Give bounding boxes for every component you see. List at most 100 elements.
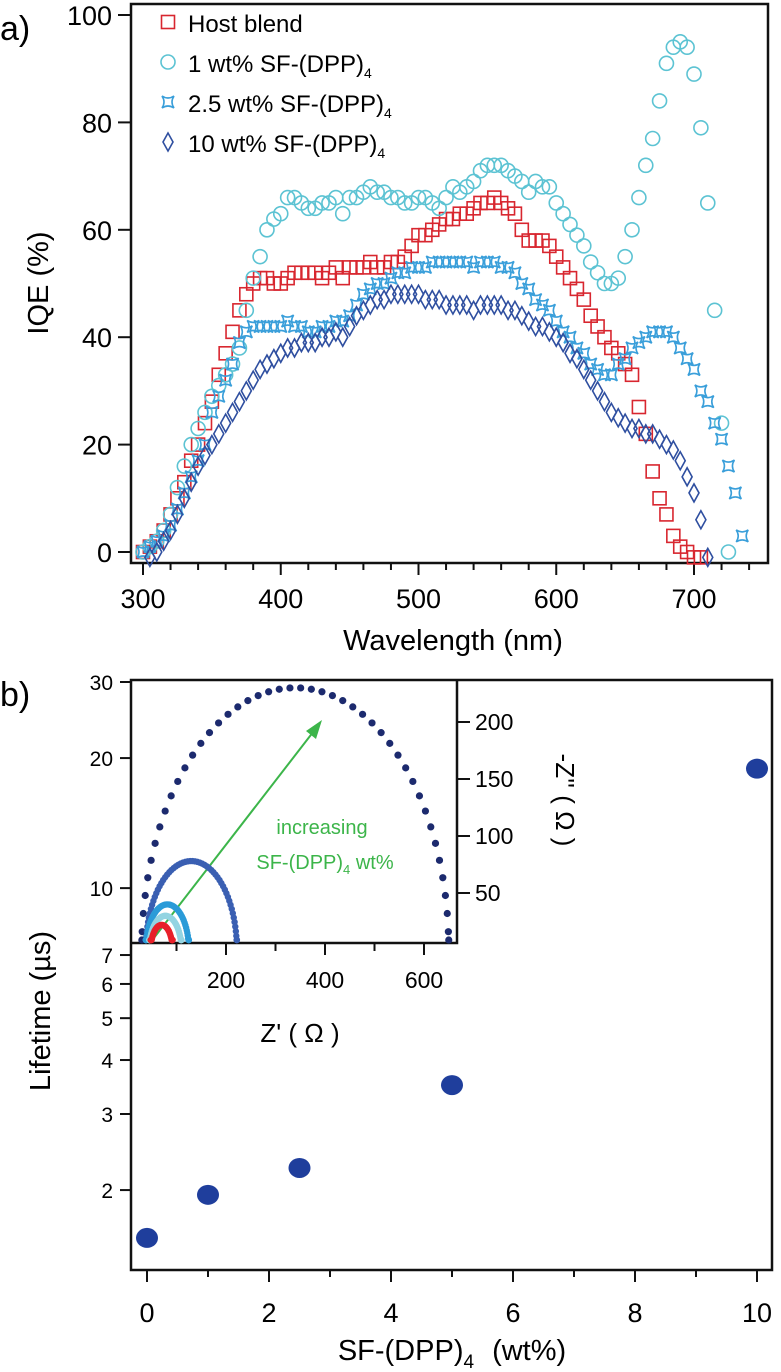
x-title-sub: 4 xyxy=(463,1352,474,1372)
inset-data-point xyxy=(444,928,452,936)
data-point xyxy=(487,255,501,269)
inset-data-point xyxy=(368,719,376,727)
data-point xyxy=(720,544,737,560)
inset-data-point xyxy=(178,936,185,944)
data-point xyxy=(197,404,213,421)
data-point xyxy=(529,315,542,338)
data-point xyxy=(624,222,640,238)
data-point xyxy=(334,205,351,222)
inset-data-point xyxy=(197,739,205,747)
inset-data-point xyxy=(328,691,337,700)
data-point xyxy=(673,341,687,355)
data-point xyxy=(433,288,446,311)
data-point xyxy=(686,66,702,82)
y-tick-label: 5 xyxy=(101,1008,113,1031)
data-point xyxy=(584,369,597,391)
data-point xyxy=(653,428,666,450)
legend-label-main: 10 wt% SF-(DPP) xyxy=(188,131,377,158)
x-title-unit: (wt%) xyxy=(492,1335,566,1367)
x-tick-label: 2 xyxy=(261,1298,276,1328)
inset-data-point xyxy=(141,891,149,900)
data-point xyxy=(624,367,640,383)
legend-label: 10 wt% SF-(DPP)4 xyxy=(188,131,385,161)
data-point xyxy=(590,362,605,377)
lifetime-point xyxy=(136,1227,158,1248)
data-point xyxy=(666,330,681,344)
inset-data-point xyxy=(394,751,402,759)
inset-data-point xyxy=(156,823,164,831)
panel-label-b: b) xyxy=(0,676,30,714)
data-point xyxy=(240,380,253,402)
x-tick-label: 700 xyxy=(671,584,716,614)
data-point xyxy=(631,189,647,206)
inset-data-point xyxy=(297,684,305,692)
data-point xyxy=(694,384,708,398)
inset-data-point xyxy=(349,703,357,711)
data-point xyxy=(680,351,694,366)
data-point xyxy=(681,466,694,488)
data-point xyxy=(183,436,200,453)
inset-data-point xyxy=(435,856,444,864)
data-point xyxy=(701,546,714,569)
data-point xyxy=(534,179,551,195)
inset-series-0 xyxy=(138,684,453,944)
data-point xyxy=(438,189,454,206)
data-point xyxy=(502,299,514,321)
y-tick-label: 7 xyxy=(101,945,113,968)
data-point xyxy=(343,315,356,338)
inset-data-point xyxy=(431,839,440,847)
inset-data-point xyxy=(441,891,449,900)
data-point xyxy=(398,283,411,305)
y-tick-label: 10 xyxy=(90,878,113,901)
data-point xyxy=(329,321,342,343)
data-point xyxy=(536,315,549,338)
data-point xyxy=(431,200,447,217)
data-point xyxy=(405,283,418,305)
legend-marker xyxy=(162,131,174,153)
data-point xyxy=(274,342,287,364)
y-tick-label: 6 xyxy=(101,974,113,997)
inset-data-point xyxy=(214,719,223,727)
inset-data-point xyxy=(233,936,241,944)
inset-data-point xyxy=(421,807,430,815)
y-tick-label: 30 xyxy=(90,672,113,695)
data-point xyxy=(460,294,473,316)
data-point xyxy=(460,255,474,269)
data-point xyxy=(294,319,309,334)
y-tick-label: 2 xyxy=(101,1180,113,1203)
data-point xyxy=(604,368,619,382)
data-point xyxy=(245,270,261,286)
data-point xyxy=(569,227,585,243)
data-point xyxy=(699,195,716,211)
y-tick-label: 4 xyxy=(101,1050,113,1073)
data-point xyxy=(378,288,390,311)
data-point xyxy=(247,369,260,391)
y-tick-label: 0 xyxy=(97,538,112,568)
inset-data-point xyxy=(358,710,367,718)
inset-data-point xyxy=(377,729,385,737)
inset-data-point xyxy=(144,874,152,882)
data-point xyxy=(713,415,730,431)
data-point xyxy=(652,490,667,506)
data-point xyxy=(631,399,647,415)
data-point xyxy=(508,266,522,280)
inset-data-point xyxy=(232,928,240,935)
inset-data-point xyxy=(181,764,189,772)
inset-data-point xyxy=(151,839,159,847)
data-point xyxy=(577,358,590,381)
data-point xyxy=(211,367,227,383)
data-point xyxy=(659,325,674,339)
data-point xyxy=(239,325,253,339)
legend-marker xyxy=(160,14,176,30)
data-point xyxy=(225,357,240,371)
iqe-chart: Wavelength (nm) IQE (%) 300 400 500 600 700 0… xyxy=(23,1,770,657)
data-point xyxy=(314,195,330,211)
data-point xyxy=(447,294,459,316)
data-point xyxy=(520,184,537,201)
data-point xyxy=(644,130,661,147)
data-point xyxy=(550,326,563,348)
data-point xyxy=(465,173,482,190)
data-point xyxy=(612,407,625,429)
data-point xyxy=(667,439,680,461)
